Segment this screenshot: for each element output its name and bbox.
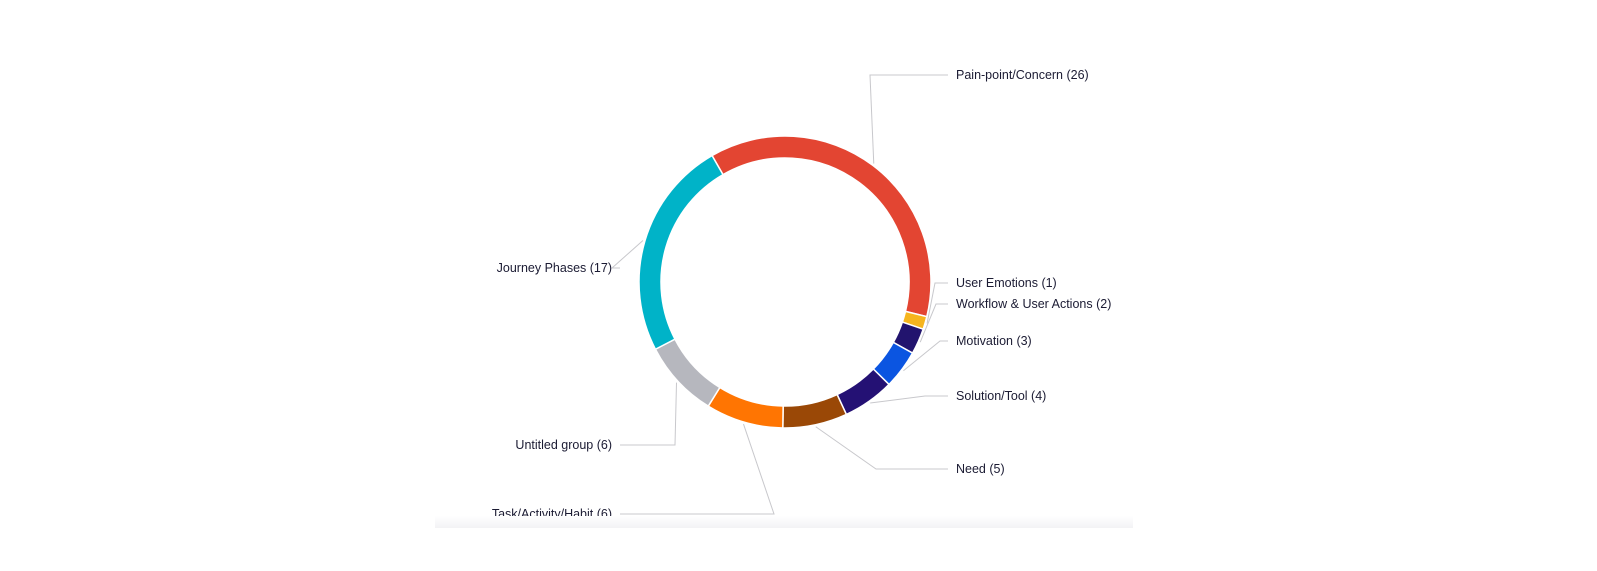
slice-label-need: Need (5) — [956, 462, 1005, 476]
leader-line-need — [815, 426, 948, 470]
leader-line-solution-tool — [870, 395, 948, 404]
leader-line-pain-point-concern — [869, 74, 948, 164]
slice-untitled-group[interactable] — [654, 338, 721, 408]
slices-layer — [638, 135, 932, 429]
slice-label-pain-point-concern: Pain-point/Concern (26) — [956, 68, 1089, 82]
leader-line-user-emotions — [926, 282, 948, 324]
slice-pain-point-concern[interactable] — [710, 135, 932, 318]
slice-label-untitled-group: Untitled group (6) — [515, 438, 612, 452]
leader-line-journey-phases — [610, 240, 644, 269]
leader-line-motivation — [903, 340, 948, 372]
slice-labels-layer: Pain-point/Concern (26) User Emotions (1)… — [492, 68, 1112, 521]
slice-label-journey-phases: Journey Phases (17) — [497, 261, 612, 275]
slice-need[interactable] — [782, 393, 848, 429]
slice-label-solution-tool: Solution/Tool (4) — [956, 389, 1046, 403]
slice-label-workflow-and-user-actions: Workflow & User Actions (2) — [956, 297, 1111, 311]
leader-line-task-activity-habit — [620, 423, 775, 515]
bottom-panel-edge — [435, 516, 1133, 528]
leader-lines-layer — [610, 74, 948, 515]
slice-solution-tool[interactable] — [836, 367, 891, 416]
slice-label-motivation: Motivation (3) — [956, 334, 1032, 348]
leader-line-workflow-and-user-actions — [919, 303, 948, 343]
slice-task-activity-habit[interactable] — [707, 386, 784, 429]
slice-journey-phases[interactable] — [638, 154, 725, 351]
slice-label-user-emotions: User Emotions (1) — [956, 276, 1057, 290]
leader-line-untitled-group — [620, 382, 678, 446]
